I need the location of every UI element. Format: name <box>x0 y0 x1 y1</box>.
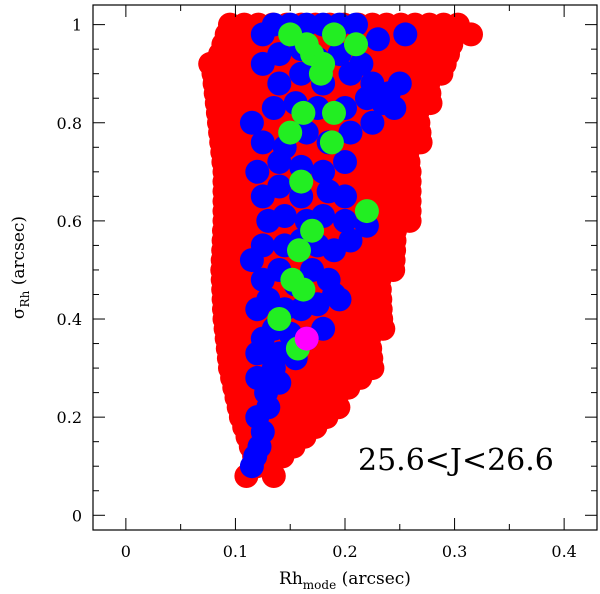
blue-point <box>393 22 418 47</box>
y-tick-label: 0 <box>72 506 82 525</box>
x-axis-label-suffix: (arcsec) <box>336 569 411 589</box>
green-point <box>291 100 316 125</box>
blue-point <box>250 233 275 258</box>
green-point <box>319 130 344 155</box>
blue-point <box>261 96 286 120</box>
red-point <box>322 395 346 420</box>
blue-point <box>267 174 292 199</box>
red-point <box>459 22 483 47</box>
y-axis-label-main: σ <box>9 307 29 319</box>
blue-point <box>338 228 363 253</box>
red-point <box>371 316 396 341</box>
green-point <box>300 218 325 243</box>
green-points-layer <box>267 22 379 361</box>
green-point <box>278 120 303 145</box>
y-axis-label-suffix: (arcsec) <box>9 216 29 291</box>
blue-point <box>387 71 412 96</box>
x-axis-label-main: Rh <box>279 569 303 589</box>
blue-point <box>294 120 319 145</box>
y-tick-label: 0.8 <box>57 114 82 133</box>
x-tick-label: 0 <box>121 542 131 561</box>
red-point <box>261 464 286 488</box>
blue-point <box>311 159 336 184</box>
red-point <box>409 71 434 96</box>
magnitude-range-annotation: 25.6<J<26.6 <box>358 443 554 478</box>
red-point <box>395 189 420 214</box>
green-point <box>267 307 292 331</box>
y-tick-label: 0.4 <box>57 310 82 329</box>
blue-point <box>250 130 275 155</box>
y-tick-label: 0.6 <box>57 212 82 231</box>
y-tick-label: 0.2 <box>57 408 82 427</box>
green-point <box>344 32 368 57</box>
y-axis-label-sub: Rh <box>18 290 32 307</box>
blue-point <box>245 159 270 184</box>
green-point <box>289 169 314 194</box>
green-point <box>287 238 311 263</box>
x-axis-label-sub: mode <box>303 578 336 592</box>
blue-point <box>333 184 357 209</box>
x-tick-label: 0.2 <box>332 542 357 561</box>
green-point <box>354 199 379 224</box>
blue-point <box>344 12 368 37</box>
blue-point <box>360 110 385 135</box>
y-tick-label: 1 <box>72 16 82 35</box>
blue-point <box>289 61 314 86</box>
green-point <box>291 277 316 302</box>
y-axis-label: σRh (arcsec) <box>9 216 32 319</box>
x-tick-label: 0.1 <box>223 542 248 561</box>
x-tick-label: 0.4 <box>551 542 576 561</box>
magenta-point <box>294 326 319 351</box>
blue-point <box>333 208 357 233</box>
green-point <box>322 100 346 125</box>
magenta-points-layer <box>294 326 319 351</box>
green-point <box>322 22 346 47</box>
green-point <box>308 61 333 86</box>
red-point <box>442 22 467 47</box>
blue-point <box>267 71 292 96</box>
blue-point <box>349 51 374 76</box>
blue-point <box>338 120 363 145</box>
blue-point <box>333 150 357 174</box>
blue-point <box>272 204 297 228</box>
blue-point <box>322 282 346 307</box>
x-axis-label: Rhmode (arcsec) <box>279 569 411 592</box>
blue-point <box>365 27 390 52</box>
red-point <box>198 51 223 76</box>
axis-ticks: 0 0.1 0.2 0.3 0.4 0 0.2 0.4 0.6 0.8 1 <box>57 5 597 561</box>
blue-point <box>250 51 275 76</box>
blue-point <box>239 110 264 135</box>
x-tick-label: 0.3 <box>442 542 467 561</box>
